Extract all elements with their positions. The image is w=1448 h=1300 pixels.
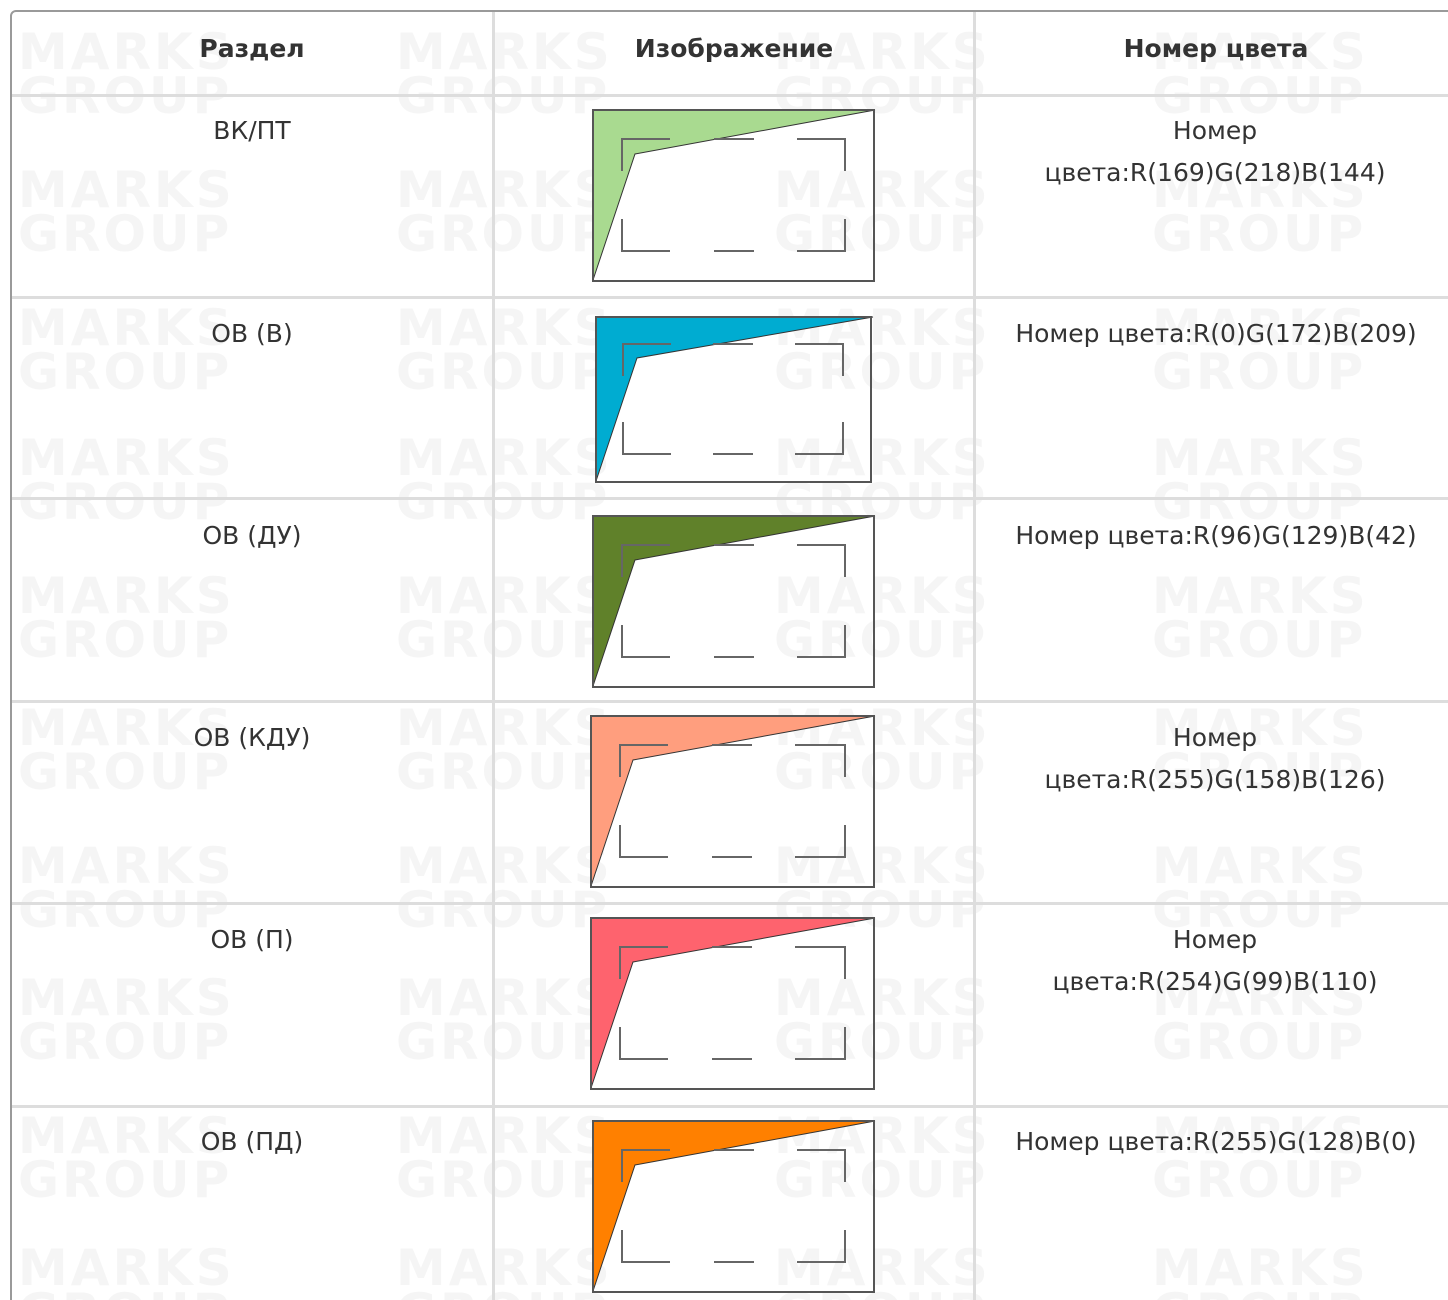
color-swatch-image	[592, 109, 876, 282]
color-number-cell: Номер цвета:R(169)G(218)B(144)	[1044, 116, 1386, 187]
color-swatch-image	[595, 316, 874, 483]
color-table: Раздел Изображение Номер цвета ВК/ПТ Ном…	[10, 10, 1448, 1300]
row-divider	[12, 296, 1448, 299]
section-cell: ОВ (ПД)	[200, 1127, 304, 1156]
header-color-number: Номер цвета	[1123, 34, 1309, 63]
column-divider	[973, 12, 976, 1300]
color-swatch-image	[590, 715, 876, 888]
section-cell: ОВ (КДУ)	[193, 723, 311, 752]
row-divider	[12, 94, 1448, 97]
section-cell: ОВ (В)	[211, 319, 293, 348]
column-divider	[492, 12, 495, 1300]
color-swatch-image	[590, 917, 876, 1090]
header-image: Изображение	[634, 34, 834, 63]
header-section: Раздел	[199, 34, 305, 63]
color-number-cell: Номер цвета:R(96)G(129)B(42)	[1015, 521, 1417, 550]
section-cell: ОВ (ДУ)	[202, 521, 302, 550]
color-swatch-image	[592, 515, 876, 688]
color-number-cell: Номер цвета:R(254)G(99)B(110)	[1052, 925, 1378, 996]
row-divider	[12, 1105, 1448, 1108]
row-divider	[12, 497, 1448, 500]
color-number-cell: Номер цвета:R(255)G(128)B(0)	[1015, 1127, 1417, 1156]
color-number-cell: Номер цвета:R(0)G(172)B(209)	[1015, 319, 1417, 348]
section-cell: ВК/ПТ	[213, 116, 291, 145]
section-cell: ОВ (П)	[210, 925, 294, 954]
color-number-cell: Номер цвета:R(255)G(158)B(126)	[1044, 723, 1386, 794]
row-divider	[12, 700, 1448, 703]
color-swatch-image	[592, 1120, 876, 1293]
row-divider	[12, 902, 1448, 905]
